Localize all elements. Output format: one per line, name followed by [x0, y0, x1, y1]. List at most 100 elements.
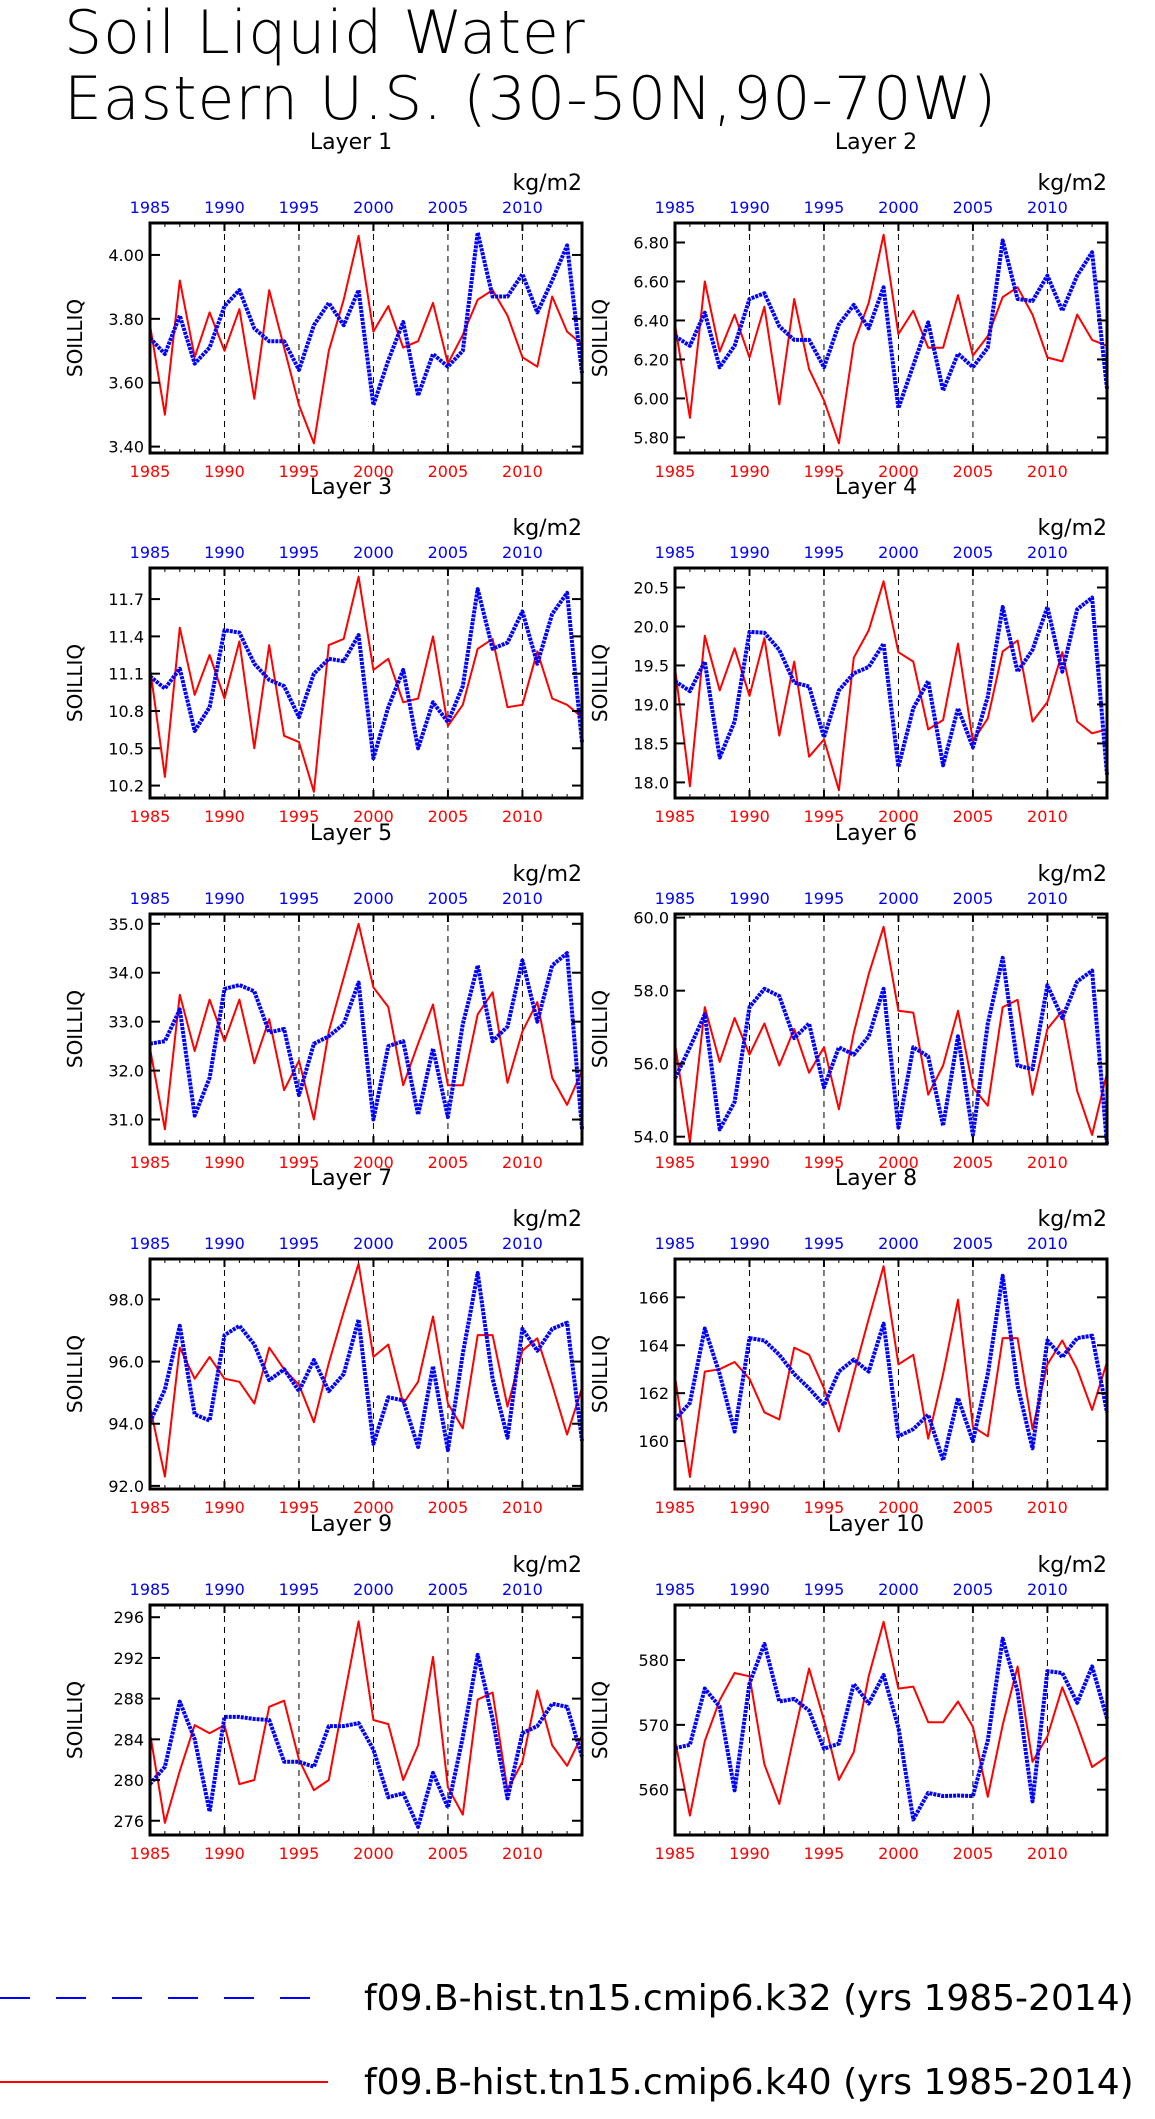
- y-tick-label: 10.5: [108, 739, 144, 758]
- y-tick-label: 18.5: [633, 734, 669, 753]
- x-tick-label-top: 1990: [204, 1234, 245, 1253]
- y-tick-label: 288: [113, 1690, 144, 1709]
- chart-panel-9: 1985 1985 1990 1990 1995 1995 2000 2000 2005 2005…: [63, 1512, 584, 1863]
- y-tick-label: 160: [638, 1432, 669, 1451]
- y-tick-label: 4.00: [108, 246, 144, 265]
- plot-frame: [673, 912, 1109, 1146]
- units-label: kg/m2: [512, 171, 582, 196]
- x-tick-label-bottom: 2010: [1027, 462, 1068, 481]
- y-tick-label: 6.20: [633, 350, 669, 369]
- y-tick-label: 276: [113, 1812, 144, 1831]
- y-tick-label: 6.00: [633, 389, 669, 408]
- units-label: kg/m2: [1037, 171, 1107, 196]
- plot-frame: [148, 1603, 584, 1837]
- x-tick-label-bottom: 1990: [204, 1153, 245, 1172]
- x-tick-label-bottom: 1995: [804, 1498, 845, 1517]
- x-tick-label-top: 2000: [878, 543, 919, 562]
- y-tick-label: 166: [638, 1288, 669, 1307]
- x-tick-label-top: 1985: [130, 1234, 171, 1253]
- x-tick-label-top: 1995: [279, 1580, 320, 1599]
- x-tick-label-top: 1995: [804, 1580, 845, 1599]
- y-tick-label: 32.0: [108, 1062, 144, 1081]
- x-tick-label-bottom: 2010: [1027, 807, 1068, 826]
- x-tick-label-bottom: 2005: [953, 807, 994, 826]
- x-tick-label-bottom: 2010: [502, 462, 543, 481]
- x-tick-label-top: 2010: [1027, 889, 1068, 908]
- series-line-k32: [673, 1273, 1109, 1463]
- x-tick-label-bottom: 1995: [804, 1844, 845, 1863]
- x-tick-label-bottom: 1990: [729, 1153, 770, 1172]
- y-tick-label: 10.8: [108, 702, 144, 721]
- panel-title: Layer 8: [835, 1166, 917, 1191]
- x-tick-label-top: 1995: [279, 1234, 320, 1253]
- x-tick-label-top: 1985: [130, 543, 171, 562]
- y-tick-label: 6.40: [633, 311, 669, 330]
- x-tick-label-top: 2010: [502, 1234, 543, 1253]
- chart-panel-7: 1985 1985 1990 1990 1995 1995 2000 2000 2005 2005…: [63, 1166, 584, 1517]
- y-tick-label: 20.0: [633, 617, 669, 636]
- x-tick-label-bottom: 2010: [1027, 1153, 1068, 1172]
- y-tick-label: 19.0: [633, 695, 669, 714]
- x-tick-label-bottom: 1995: [279, 1844, 320, 1863]
- panel-title: Layer 1: [310, 130, 392, 155]
- chart-panel-5: 1985 1985 1990 1990 1995 1995 2000 2000 2005 2005…: [63, 821, 584, 1172]
- x-tick-label-bottom: 2010: [502, 807, 543, 826]
- series-line-k40: [149, 575, 583, 793]
- series-line-k40: [674, 925, 1108, 1144]
- plot-frame: [673, 221, 1109, 455]
- x-tick-label-bottom: 1995: [804, 462, 845, 481]
- units-label: kg/m2: [1037, 1207, 1107, 1232]
- y-tick-label: 3.80: [108, 310, 144, 329]
- y-axis-label: SOILLIQ: [588, 644, 612, 722]
- x-tick-label-bottom: 1995: [804, 807, 845, 826]
- units-label: kg/m2: [1037, 862, 1107, 887]
- x-tick-label-bottom: 1985: [655, 807, 696, 826]
- panel-title: Layer 9: [310, 1512, 392, 1537]
- x-tick-label-top: 1995: [804, 543, 845, 562]
- x-tick-label-top: 2005: [428, 1580, 469, 1599]
- x-tick-label-bottom: 1985: [130, 462, 171, 481]
- y-tick-label: 19.5: [633, 656, 669, 675]
- panel-title: Layer 7: [310, 1166, 392, 1191]
- x-tick-label-bottom: 2010: [1027, 1498, 1068, 1517]
- x-tick-label-bottom: 2000: [353, 1153, 394, 1172]
- units-label: kg/m2: [1037, 1553, 1107, 1578]
- x-tick-label-top: 2000: [353, 1234, 394, 1253]
- x-tick-label-bottom: 2005: [428, 1498, 469, 1517]
- x-tick-label-top: 1985: [130, 889, 171, 908]
- x-tick-label-top: 1990: [204, 1580, 245, 1599]
- x-tick-label-top: 2005: [428, 1234, 469, 1253]
- x-tick-label-top: 2000: [353, 543, 394, 562]
- y-tick-label: 98.0: [108, 1290, 144, 1309]
- x-tick-label-bottom: 2000: [878, 462, 919, 481]
- units-label: kg/m2: [512, 1553, 582, 1578]
- plot-frame: [148, 566, 584, 800]
- series-line-k32: [673, 595, 1109, 775]
- x-tick-label-bottom: 2005: [428, 1844, 469, 1863]
- x-tick-label-bottom: 1990: [729, 1498, 770, 1517]
- y-tick-label: 92.0: [108, 1477, 144, 1496]
- series-line-k32: [674, 1636, 1109, 1822]
- x-tick-label-top: 2010: [1027, 543, 1068, 562]
- x-tick-label-bottom: 2000: [878, 807, 919, 826]
- x-tick-label-bottom: 1990: [729, 807, 770, 826]
- series-line-k32: [148, 1271, 584, 1453]
- x-tick-label-top: 2005: [953, 198, 994, 217]
- x-tick-label-top: 1990: [729, 889, 770, 908]
- x-tick-label-top: 2010: [1027, 1234, 1068, 1253]
- y-tick-label: 56.0: [633, 1055, 669, 1074]
- x-tick-label-bottom: 2000: [878, 1498, 919, 1517]
- x-tick-label-top: 2005: [428, 889, 469, 908]
- y-tick-label: 11.1: [108, 665, 144, 684]
- chart-panel-1: 1985 1985 1990 1990 1995 1995 2000 2000 2005 2005…: [63, 130, 584, 481]
- x-tick-label-bottom: 2000: [878, 1844, 919, 1863]
- x-tick-label-top: 2005: [428, 543, 469, 562]
- x-tick-label-bottom: 1995: [804, 1153, 845, 1172]
- y-tick-label: 296: [113, 1608, 144, 1627]
- x-tick-label-top: 2010: [502, 1580, 543, 1599]
- x-tick-label-top: 1995: [804, 198, 845, 217]
- x-tick-label-top: 1990: [204, 543, 245, 562]
- series-line-k32: [673, 238, 1109, 411]
- y-tick-label: 6.80: [633, 233, 669, 252]
- series-line-k40: [674, 580, 1108, 792]
